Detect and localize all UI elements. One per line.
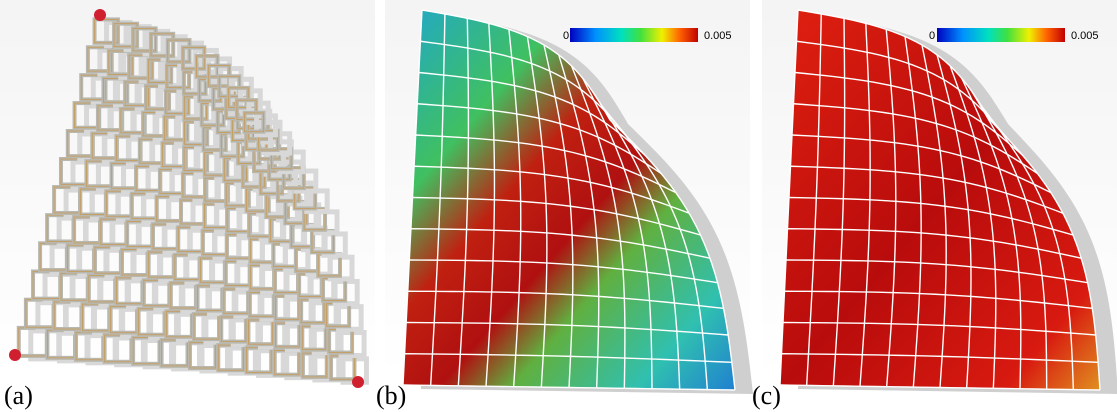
colorbar-min: 0 <box>929 30 935 42</box>
colorbar-max: 0.005 <box>1071 30 1099 42</box>
colorbar-max: 0.005 <box>704 30 732 42</box>
panel-label: (a) <box>4 381 33 410</box>
colorbar-min: 0 <box>563 30 569 42</box>
colorbar <box>937 28 1065 42</box>
anchor-point <box>352 376 364 388</box>
colorbar <box>570 28 698 42</box>
panel-label: (c) <box>752 381 781 410</box>
anchor-point <box>94 9 106 21</box>
panel-label: (b) <box>376 381 406 410</box>
drawing <box>9 9 1117 394</box>
anchor-point <box>9 349 21 361</box>
figure: 0 0.005 0 0.005 (a) (b) (c) <box>0 0 1117 412</box>
